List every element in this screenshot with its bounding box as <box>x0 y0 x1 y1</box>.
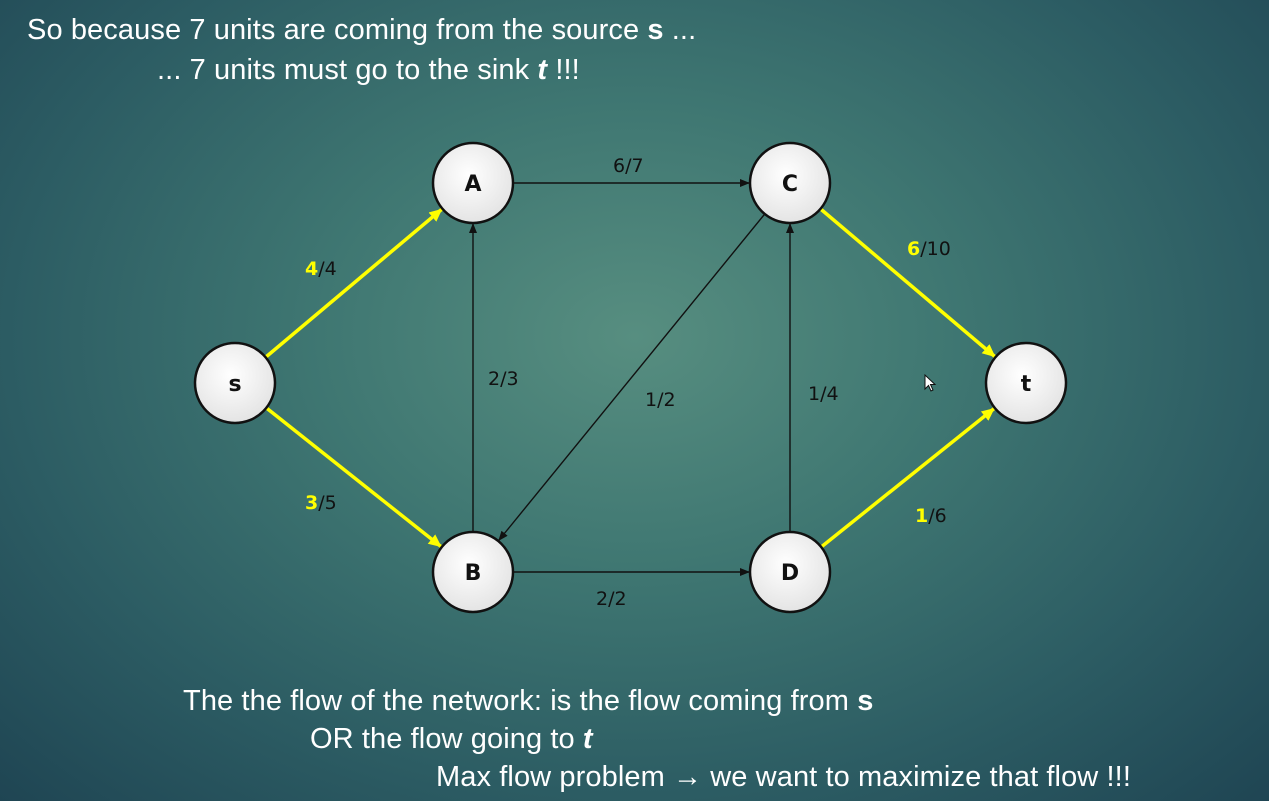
edge-C-B <box>498 213 766 541</box>
header-line-2: ... 7 units must go to the sink t !!! <box>157 54 580 86</box>
edge-s-B <box>265 406 442 548</box>
node-label: s <box>228 372 241 397</box>
flow-value: 3 <box>305 492 318 514</box>
edge-label-C-t: 6/10 <box>907 238 951 260</box>
footer-line-2: OR the flow going to t <box>310 723 593 755</box>
node-circle <box>748 141 832 225</box>
source-symbol-footer: s <box>857 685 874 717</box>
edge-labels-group: 4/4 3/5 6/7 2/3 1/2 1/4 2/2 6/10 1/6 <box>305 155 951 610</box>
node-B: B <box>431 530 515 614</box>
capacity-value: /6 <box>928 505 947 527</box>
node-label: A <box>464 172 481 197</box>
mouse-cursor-icon <box>924 373 937 392</box>
footer-line-1: The the flow of the network: is the flow… <box>183 685 874 717</box>
header-line-1: So because 7 units are coming from the s… <box>27 14 697 46</box>
footer-line-3: Max flow problem → we want to maximize t… <box>436 761 1131 793</box>
edge-label-D-C: 1/4 <box>808 383 839 405</box>
capacity-value: /5 <box>318 492 337 514</box>
node-circle <box>984 341 1068 425</box>
sink-symbol: t <box>537 54 548 86</box>
capacity-value: /10 <box>920 238 951 260</box>
capacity-value: /4 <box>318 258 337 280</box>
node-t: t <box>984 341 1068 425</box>
node-circle <box>431 530 515 614</box>
source-symbol: s <box>647 14 664 46</box>
node-circle <box>431 141 515 225</box>
node-label: B <box>465 561 482 586</box>
node-A: A <box>431 141 515 225</box>
node-circle <box>748 530 832 614</box>
sink-symbol-footer: t <box>582 723 593 755</box>
edge-label-s-A: 4/4 <box>305 258 337 280</box>
edge-label-C-B: 1/2 <box>645 389 676 411</box>
edge-label-s-B: 3/5 <box>305 492 337 514</box>
node-C: C <box>748 141 832 225</box>
node-s: s <box>193 341 277 425</box>
node-label: D <box>781 561 799 586</box>
edge-label-B-D: 2/2 <box>596 588 627 610</box>
nodes-group: s A B C Dt <box>193 141 1068 614</box>
edge-C-t <box>819 207 996 358</box>
flow-value: 6 <box>907 238 920 260</box>
edge-label-A-C: 6/7 <box>613 155 644 177</box>
flow-value: 4 <box>305 258 318 280</box>
flow-value: 1 <box>915 505 928 527</box>
node-D: D <box>748 530 832 614</box>
node-circle <box>193 341 277 425</box>
edge-label-B-A: 2/3 <box>488 368 519 390</box>
edge-D-t <box>820 407 996 549</box>
edge-label-D-t: 1/6 <box>915 505 947 527</box>
edges-group <box>264 179 996 576</box>
node-label: C <box>782 172 798 197</box>
edge-s-A <box>264 208 443 359</box>
node-label: t <box>1021 372 1032 397</box>
